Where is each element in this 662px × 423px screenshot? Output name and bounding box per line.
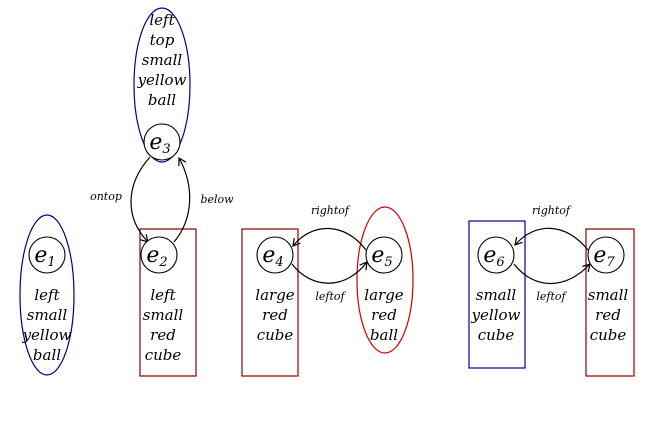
relation-leftof-label: leftof (315, 290, 346, 303)
relation-rightof-label: rightof (532, 204, 572, 217)
entity-7-outline (585, 228, 635, 377)
entity-7-attribute: cube (590, 326, 627, 344)
entity-4-attribute: cube (257, 326, 294, 344)
relation-leftof-arrow (291, 261, 368, 284)
entity-3-node (143, 123, 181, 161)
entity-3-attribute: small (142, 51, 183, 69)
relation-rightof-arrow (292, 227, 367, 251)
entity-1-node (28, 236, 66, 274)
entity-4-outline (241, 228, 299, 377)
entity-2-attribute: left (150, 286, 176, 304)
entity-2-attribute: red (150, 326, 176, 344)
relation-ontop-arrow (130, 156, 151, 243)
entity-2-attribute: cube (145, 346, 182, 364)
entity-6-attribute: yellow (471, 306, 521, 324)
relation-rightof-label: rightof (311, 204, 351, 217)
entity-7-node (587, 236, 625, 274)
entity-6-outline (468, 220, 526, 369)
entity-3-attribute: top (150, 31, 175, 49)
relation-below-arrow (173, 156, 191, 243)
entity-3-attribute: left (149, 11, 175, 29)
relation-rightof-arrow (514, 227, 589, 251)
entity-3-outline (133, 7, 191, 163)
entity-6-attribute: small (476, 286, 517, 304)
entity-5-node (365, 236, 403, 274)
entity-4-attribute: large (255, 286, 295, 304)
entity-3-attribute: ball (148, 91, 176, 109)
entity-2-node (140, 236, 178, 274)
entity-2-outline (139, 228, 197, 377)
relation-leftof-label: leftof (536, 290, 567, 303)
entity-2-label: e2 (146, 243, 167, 270)
entity-2-attribute: small (143, 306, 184, 324)
entity-7-label: e7 (593, 243, 615, 270)
entity-6-attribute: cube (478, 326, 515, 344)
entity-1-attribute: ball (33, 346, 61, 364)
relation-leftof-arrow (513, 263, 591, 284)
entity-5-outline (356, 206, 414, 354)
relation-below-label: below (200, 193, 234, 206)
entity-4-label: e4 (262, 243, 283, 270)
entity-5-attribute: large (364, 286, 404, 304)
entity-4-attribute: red (262, 306, 288, 324)
entity-3-label: e3 (149, 130, 170, 157)
entity-1-attribute: left (34, 286, 60, 304)
entity-5-label: e5 (371, 243, 392, 270)
relation-ontop-label: ontop (90, 190, 122, 203)
entity-6-label: e6 (483, 243, 504, 270)
entity-6-node (477, 236, 515, 274)
entity-7-attribute: red (595, 306, 621, 324)
entity-1-attribute: yellow (22, 326, 72, 344)
entity-1-outline (19, 214, 75, 376)
entity-3-attribute: yellow (137, 71, 187, 89)
entity-1-attribute: small (27, 306, 68, 324)
entity-7-attribute: small (588, 286, 629, 304)
entity-5-attribute: ball (370, 326, 398, 344)
entity-5-attribute: red (371, 306, 397, 324)
entity-4-node (256, 236, 294, 274)
entity-1-label: e1 (34, 243, 55, 270)
